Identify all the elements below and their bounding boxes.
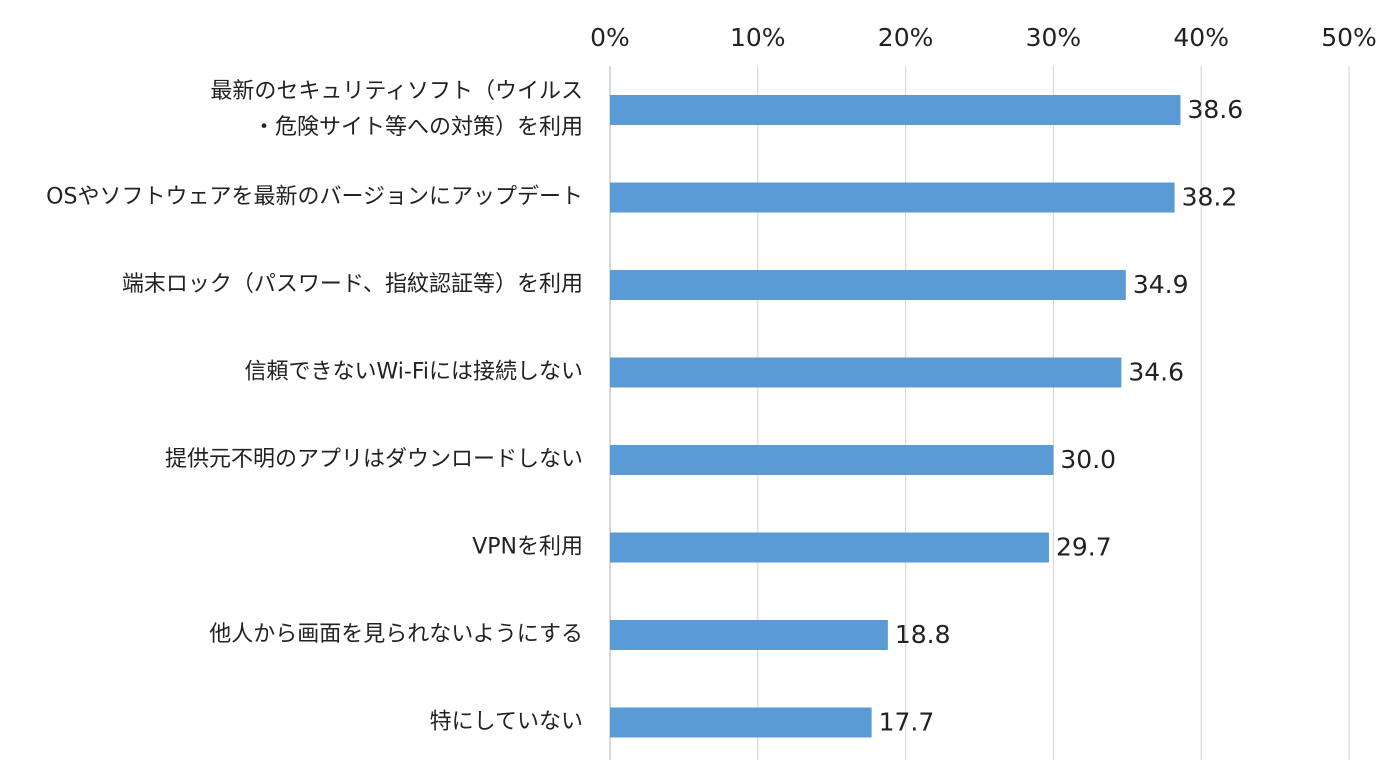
- value-label: 38.2: [1182, 183, 1238, 212]
- bar: [610, 707, 872, 738]
- category-label: 信頼できないWi-Fiには接続しない: [245, 360, 584, 385]
- value-label: 18.8: [895, 620, 951, 649]
- bar: [610, 445, 1054, 475]
- bar: [610, 95, 1181, 125]
- value-label: 17.7: [879, 708, 935, 737]
- value-label: 29.7: [1056, 533, 1112, 562]
- category-label: ・危険サイト等への対策）を利用: [253, 115, 583, 140]
- x-tick-label: 0%: [590, 23, 630, 52]
- x-tick-label: 10%: [730, 23, 786, 52]
- gridlines: [609, 66, 1350, 760]
- x-tick-label: 40%: [1173, 23, 1229, 52]
- category-label: OSやソフトウェアを最新のバージョンにアップデート: [46, 185, 583, 210]
- category-label: 特にしていない: [430, 710, 583, 735]
- value-label: 38.6: [1188, 95, 1244, 124]
- x-axis-ticks: 0% 10% 20% 30% 40% 50%: [590, 23, 1377, 52]
- category-label: 最新のセキュリティソフト（ウイルス: [210, 79, 583, 104]
- value-label: 30.0: [1060, 445, 1116, 474]
- category-labels: 最新のセキュリティソフト（ウイルス・危険サイト等への対策）を利用 OSやソフトウェ…: [46, 79, 583, 735]
- bar: [610, 270, 1126, 300]
- category-label: 他人から画面を見られないようにする: [209, 622, 583, 647]
- value-label: 34.6: [1128, 358, 1184, 387]
- bar: [610, 182, 1175, 213]
- category-label: 提供元不明のアプリはダウンロードしない: [165, 447, 583, 472]
- bar: [610, 532, 1049, 563]
- value-label: 34.9: [1133, 270, 1189, 299]
- x-tick-label: 20%: [878, 23, 934, 52]
- bar: [610, 357, 1122, 388]
- category-label: VPNを利用: [472, 535, 583, 560]
- x-tick-label: 50%: [1321, 23, 1377, 52]
- bar: [610, 620, 888, 650]
- bars: [610, 95, 1181, 738]
- category-label: 端末ロック（パスワード、指紋認証等）を利用: [122, 272, 583, 297]
- value-labels: 38.6 38.2 34.9 34.6 30.0 29.7 18.8 17.7: [879, 95, 1244, 737]
- x-tick-label: 30%: [1026, 23, 1082, 52]
